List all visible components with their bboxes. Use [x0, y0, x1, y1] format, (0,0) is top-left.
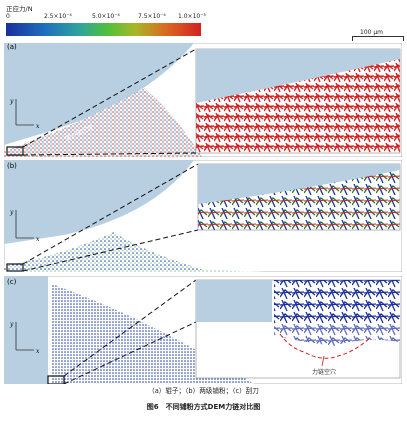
zoom-line-bottom — [22, 152, 197, 156]
panel-c-label: (c) — [7, 278, 17, 286]
axis-y-label: y — [9, 98, 14, 105]
figure-caption: 图6 不同铺粉方式DEM力链对比图 — [146, 403, 261, 411]
zoom-line-bottom — [63, 321, 197, 384]
colorbar-title: 正应力/N — [6, 5, 33, 13]
axis-y-label: y — [9, 209, 14, 216]
scale-bar-label: 100 μm — [360, 29, 384, 36]
axis-x-label: x — [36, 236, 40, 243]
zoom-box — [6, 263, 24, 272]
blade-shape — [4, 276, 48, 384]
roller-shape — [4, 43, 194, 145]
panel-a: (a) y x 强力链区域 — [4, 43, 402, 157]
particle-pile — [4, 88, 202, 157]
zoom-line-bottom — [22, 229, 199, 272]
zoom-box — [6, 146, 24, 156]
inset-c-network-lower — [274, 324, 400, 346]
colorbar-gradient — [6, 23, 201, 36]
panel-b-label: (b) — [7, 162, 17, 170]
zoom-line-top — [22, 48, 197, 148]
panel-a-label: (a) — [7, 43, 17, 51]
axis-y-label: y — [9, 321, 14, 328]
colorbar-tick-3: 7.5×10⁻⁴ — [138, 13, 166, 20]
scale-bar — [352, 36, 404, 41]
panel-a-figure: (a) y x 强力链区域 — [4, 43, 402, 157]
colorbar-tick-1: 2.5×10⁻⁴ — [44, 13, 72, 20]
panel-b: (b) y x — [4, 160, 402, 272]
roller-shape — [4, 160, 194, 244]
panel-c-figure: 力链空穴 (c) y x — [4, 276, 402, 384]
void-pointer — [321, 355, 325, 367]
figure-subcaption: （a）辊子；（b）两级铺粉；（c）刮刀 — [148, 387, 259, 395]
colorbar-tick-4: 1.0×10⁻³ — [178, 13, 206, 20]
panel-c: 力链空穴 (c) y x — [4, 276, 402, 384]
void-annotation: 力链空穴 — [312, 368, 336, 376]
zoom-line-top — [22, 163, 199, 265]
particle-pile — [4, 232, 264, 272]
inset-a-roller — [196, 49, 400, 103]
axis-x-label: x — [36, 348, 40, 355]
inset-c-blade — [196, 280, 272, 322]
void-outline — [279, 333, 371, 359]
inset-b-roller — [198, 164, 400, 204]
panel-b-figure: (b) y x — [4, 160, 402, 272]
zoom-line-top — [63, 279, 197, 377]
axis-x-label: x — [36, 123, 40, 130]
colorbar-tick-2: 5.0×10⁻⁴ — [92, 13, 120, 20]
zoom-box — [47, 375, 65, 384]
inset-c-network — [274, 280, 400, 324]
colorbar-tick-0: 0 — [6, 13, 10, 20]
